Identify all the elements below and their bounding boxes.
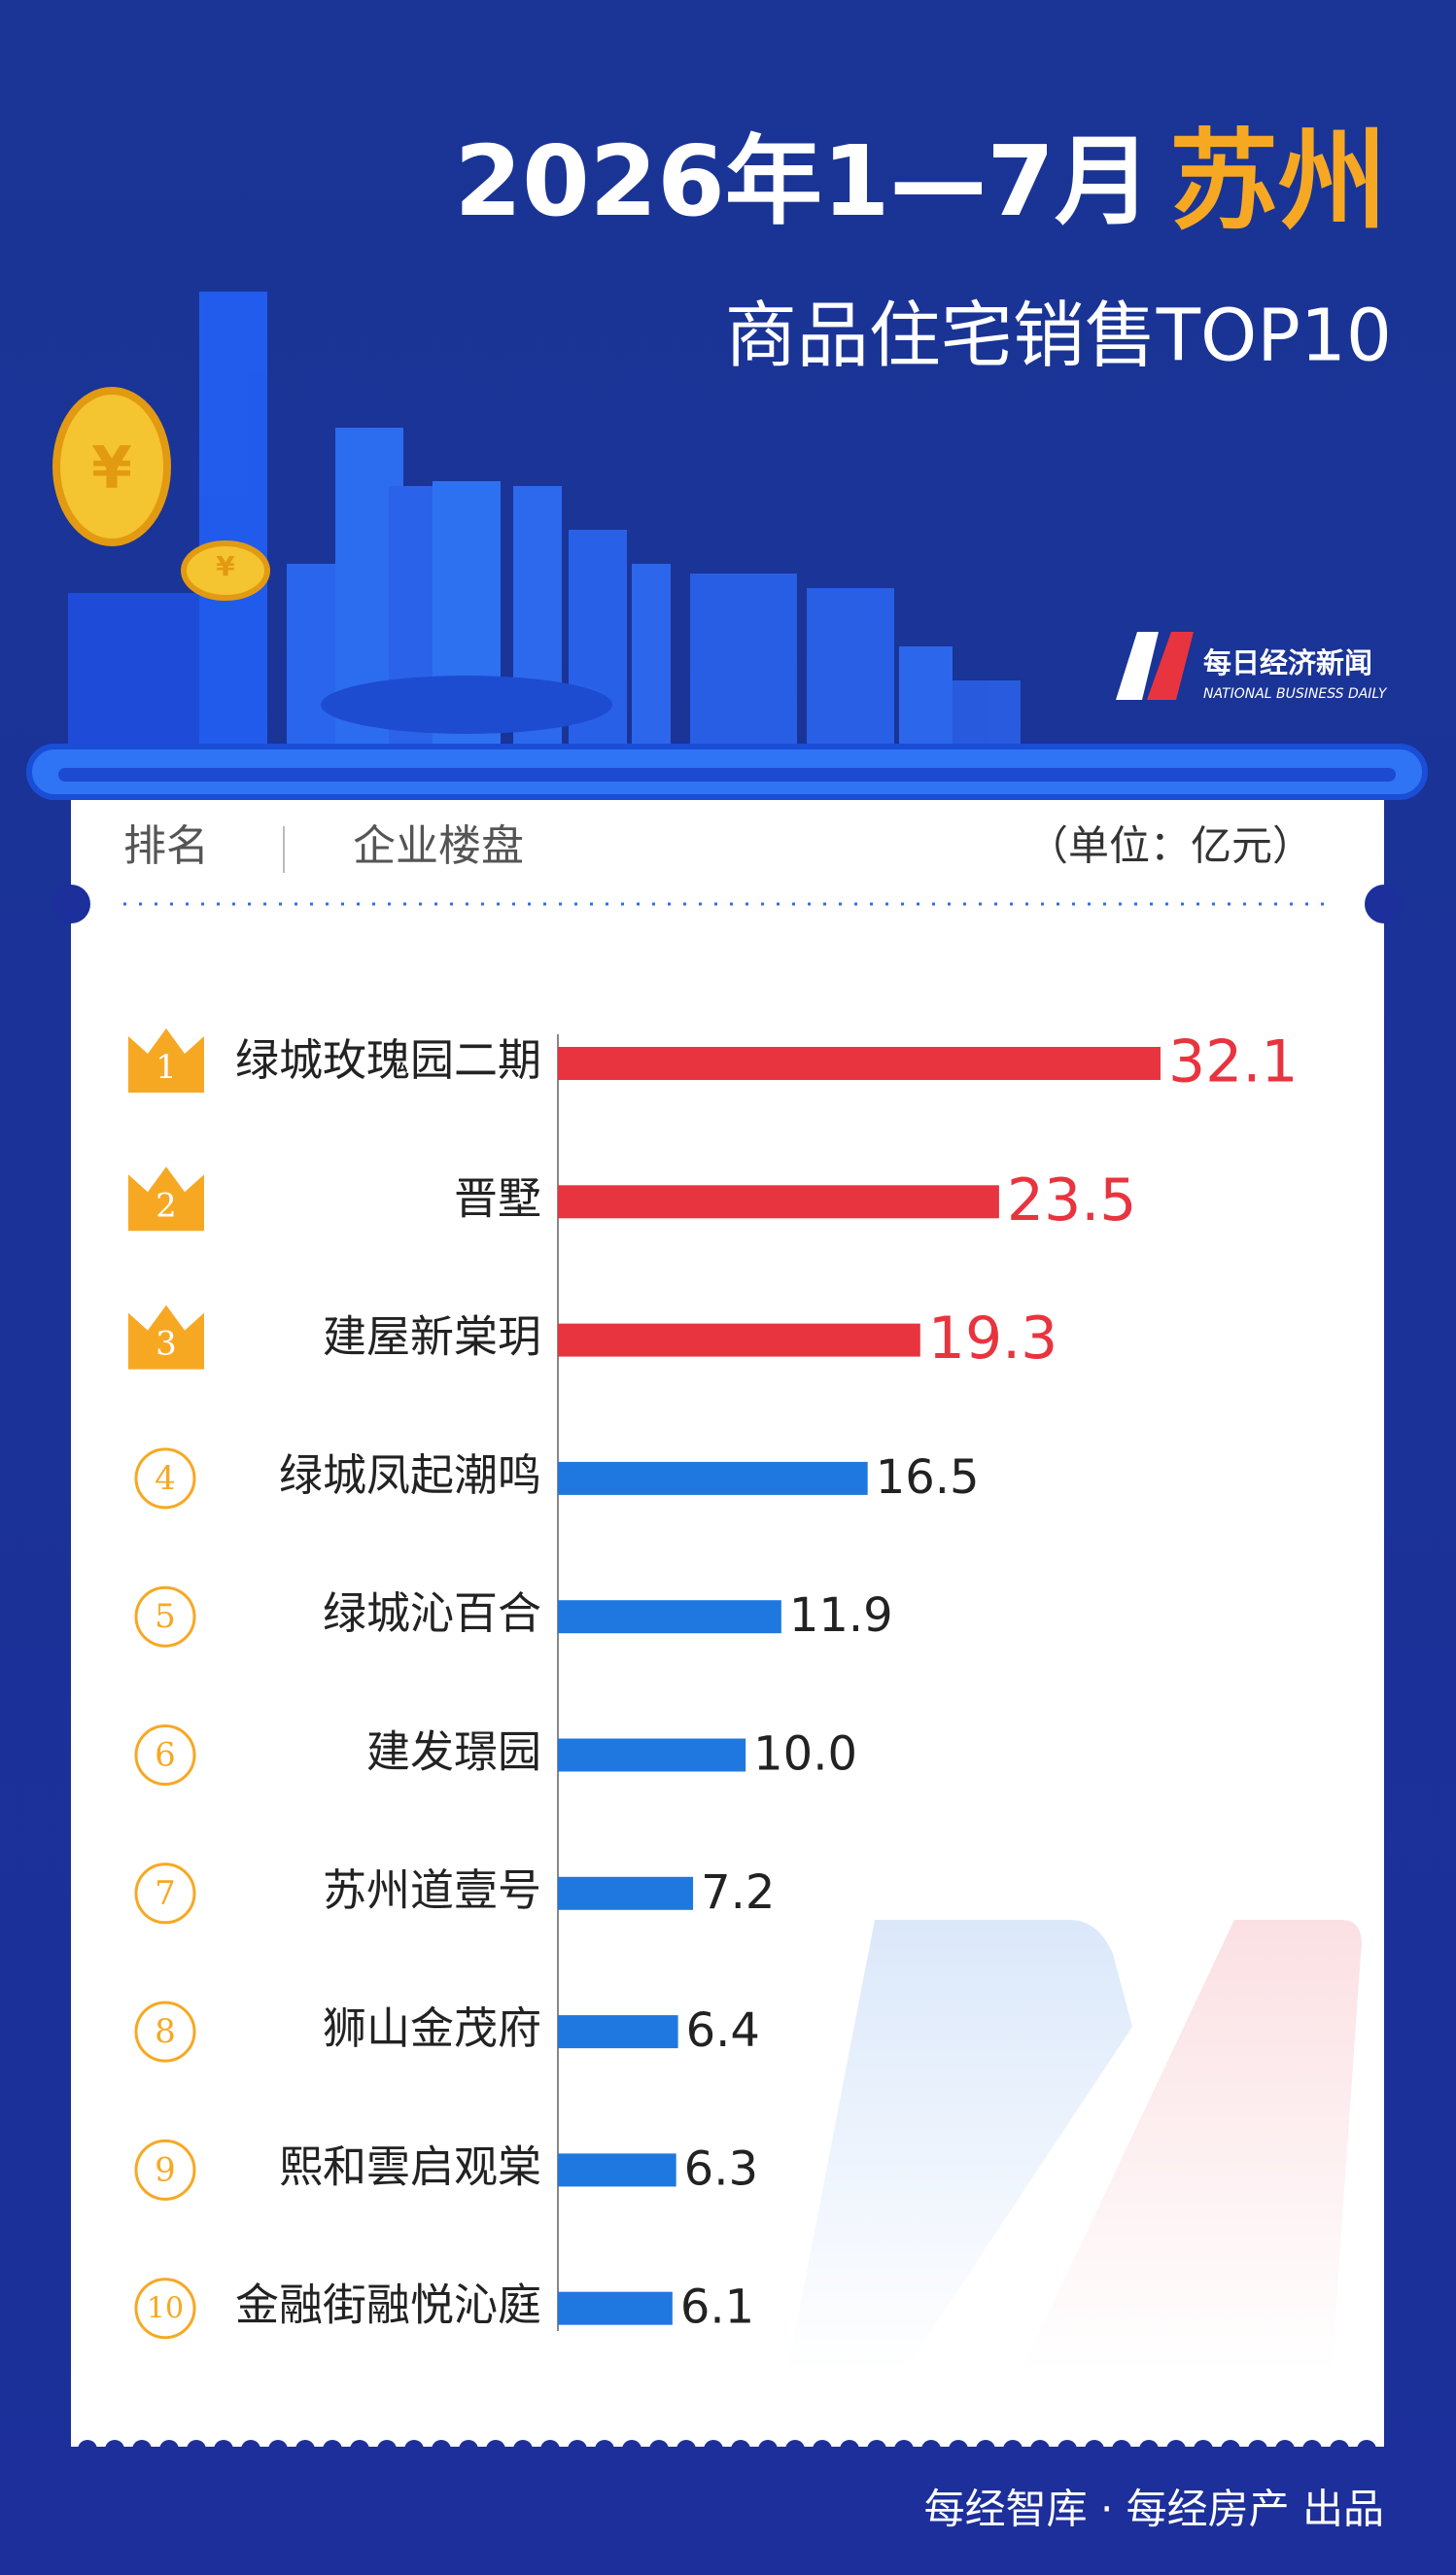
rank-circle (134, 1585, 196, 1648)
rank: 9 (155, 2150, 176, 2189)
value-label: 16.5 (876, 1450, 980, 1505)
value-label: 23.5 (1007, 1166, 1137, 1235)
rank-circle (134, 1724, 196, 1786)
category-label: 绿城沁百合 (323, 1587, 541, 1639)
rank: 1 (156, 1048, 177, 1087)
logo: 每日经济新闻 NATIONAL BUSINESS DAILY (1116, 632, 1388, 702)
title-city: 苏州 (1169, 119, 1387, 245)
title-date: 2026年1—7月 (455, 124, 1152, 238)
value-label: 10.0 (753, 1727, 857, 1782)
rank: 10 (147, 2292, 184, 2326)
value-label: 6.1 (680, 2280, 754, 2335)
rank-header: 排名 (123, 821, 209, 871)
bar (558, 1047, 1161, 1080)
category-label: 狮山金茂府 (323, 2002, 541, 2054)
name-header: 企业楼盘 (353, 821, 524, 871)
logo-en: NATIONAL BUSINESS DAILY (1203, 686, 1388, 702)
scroll-slot (58, 768, 1396, 782)
bar (558, 1185, 999, 1219)
rank: 6 (155, 1736, 176, 1775)
category-label: 建发璟园 (366, 1726, 541, 1778)
value-label: 6.4 (686, 2003, 760, 2058)
coins: ¥ ¥ (52, 387, 270, 601)
rank-circle (134, 1862, 196, 1925)
rank: 7 (155, 1874, 176, 1913)
rank-circle (134, 2001, 196, 2063)
rank: 8 (155, 2012, 176, 2051)
svg-text:¥: ¥ (91, 435, 132, 503)
crown-badge (128, 1028, 204, 1093)
value-label: 6.3 (684, 2141, 758, 2196)
rank-circle (134, 2139, 196, 2201)
subtitle: 商品住宅销售TOP10 (725, 295, 1392, 378)
bar (558, 1876, 694, 1910)
category-label: 晋墅 (454, 1172, 541, 1224)
category-label: 苏州道壹号 (323, 1864, 541, 1916)
bar (558, 2291, 673, 2325)
bar (558, 1323, 920, 1357)
watermark (787, 1920, 1362, 2372)
skyline (68, 292, 1021, 748)
crown-badge (128, 1305, 204, 1370)
svg-text:¥: ¥ (216, 550, 235, 582)
bar (558, 1738, 746, 1772)
bar (558, 2015, 678, 2049)
unit: （单位：亿元） (1027, 822, 1313, 870)
rank: 4 (155, 1459, 176, 1498)
category-label: 绿城玫瑰园二期 (235, 1034, 541, 1086)
rank: 2 (156, 1186, 177, 1225)
logo-cn: 每日经济新闻 (1203, 646, 1372, 679)
category-label: 绿城凤起潮鸣 (279, 1449, 541, 1501)
notch (52, 885, 90, 923)
category-label: 熙和雲启观棠 (279, 2140, 541, 2192)
value-label: 11.9 (789, 1588, 893, 1643)
rank: 5 (155, 1597, 176, 1636)
crown-badge (128, 1166, 204, 1232)
value-label: 19.3 (928, 1305, 1058, 1373)
value-label: 32.1 (1168, 1028, 1299, 1096)
bar (558, 2153, 676, 2187)
title: 2026年1—7月 苏州 (455, 119, 1387, 245)
rank-circle (134, 2278, 196, 2340)
category-label: 建屋新棠玥 (323, 1311, 541, 1363)
bar (558, 1461, 868, 1495)
value-label: 7.2 (701, 1865, 775, 1920)
bar (558, 1600, 781, 1634)
footer: 每经智库 · 每经房产 出品 (924, 2486, 1384, 2533)
panel-edge (78, 2440, 1376, 2459)
rank: 3 (156, 1325, 177, 1364)
category-label: 金融街融悦沁庭 (235, 2279, 541, 2331)
notch (1365, 885, 1404, 923)
rank-circle (134, 1447, 196, 1510)
